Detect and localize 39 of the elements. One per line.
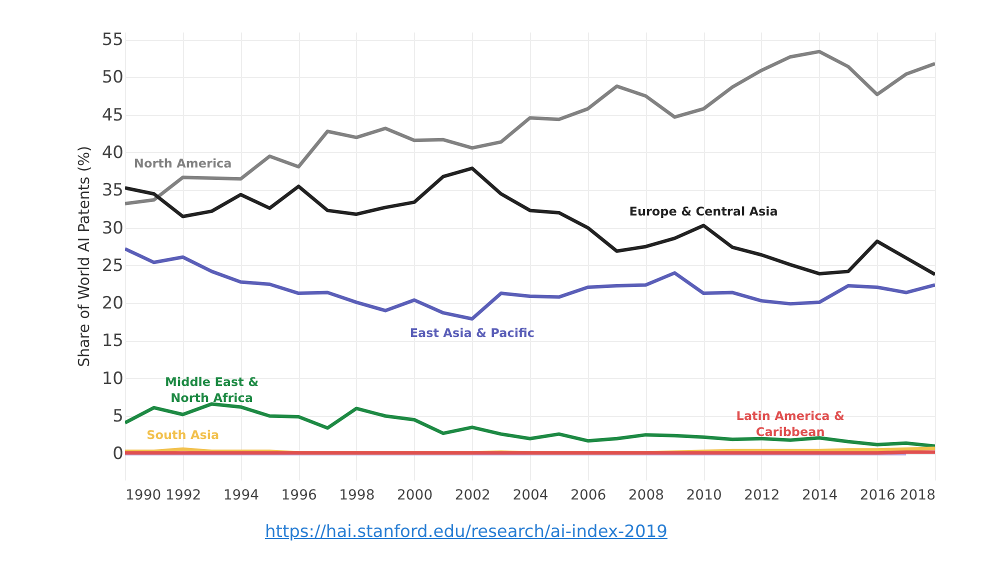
x-tick-label: 1994: [223, 488, 260, 504]
y-tick-label: 40: [102, 142, 124, 163]
x-tick-label: 2006: [570, 488, 606, 504]
x-tick-label: 2014: [802, 488, 838, 504]
line-series: [125, 50, 935, 206]
y-tick-label: 45: [102, 105, 124, 126]
x-tick-label: 2010: [686, 488, 722, 504]
x-tick-label: 2000: [396, 488, 433, 504]
line-series: [125, 247, 935, 321]
y-axis-title: Share of World AI Patents (%): [74, 146, 93, 368]
series-label: Latin America & Caribbean: [736, 408, 844, 439]
x-tick-label: 1998: [339, 488, 375, 504]
y-tick-label: 5: [112, 406, 124, 426]
x-tick-label: 2012: [744, 488, 780, 504]
y-tick-label: 55: [102, 30, 124, 50]
y-tick-label: 0: [112, 444, 124, 464]
x-tick-label: 1992: [166, 488, 202, 504]
y-tick-label: 30: [102, 218, 124, 238]
x-tick-label: 2002: [454, 488, 490, 504]
y-tick-label: 15: [102, 331, 124, 352]
x-tick-label: 1990: [126, 488, 162, 504]
y-tick-label: 10: [102, 368, 124, 389]
x-tick-label: 2008: [628, 488, 664, 504]
series-label: South Asia: [146, 428, 220, 442]
x-tick-label: 1996: [281, 488, 317, 504]
y-tick-label: 35: [102, 180, 124, 201]
series-label: East Asia & Pacific: [410, 326, 534, 340]
series-label: Middle East & North Africa: [165, 374, 259, 405]
line-series: [125, 166, 935, 276]
series-label: Europe & Central Asia: [629, 204, 778, 219]
x-tick-label: 2004: [512, 488, 548, 504]
line-series: [125, 402, 935, 448]
text: https://hai.stanford.edu/research/ai-index-2019: [265, 522, 668, 542]
y-tick-label: 25: [102, 256, 124, 276]
x-tick-label: 2016: [860, 488, 896, 504]
y-tick-label: 20: [102, 294, 124, 314]
y-tick-label: 50: [102, 68, 124, 88]
x-tick-label: 2018: [900, 488, 936, 504]
series-label: North America: [134, 156, 232, 170]
